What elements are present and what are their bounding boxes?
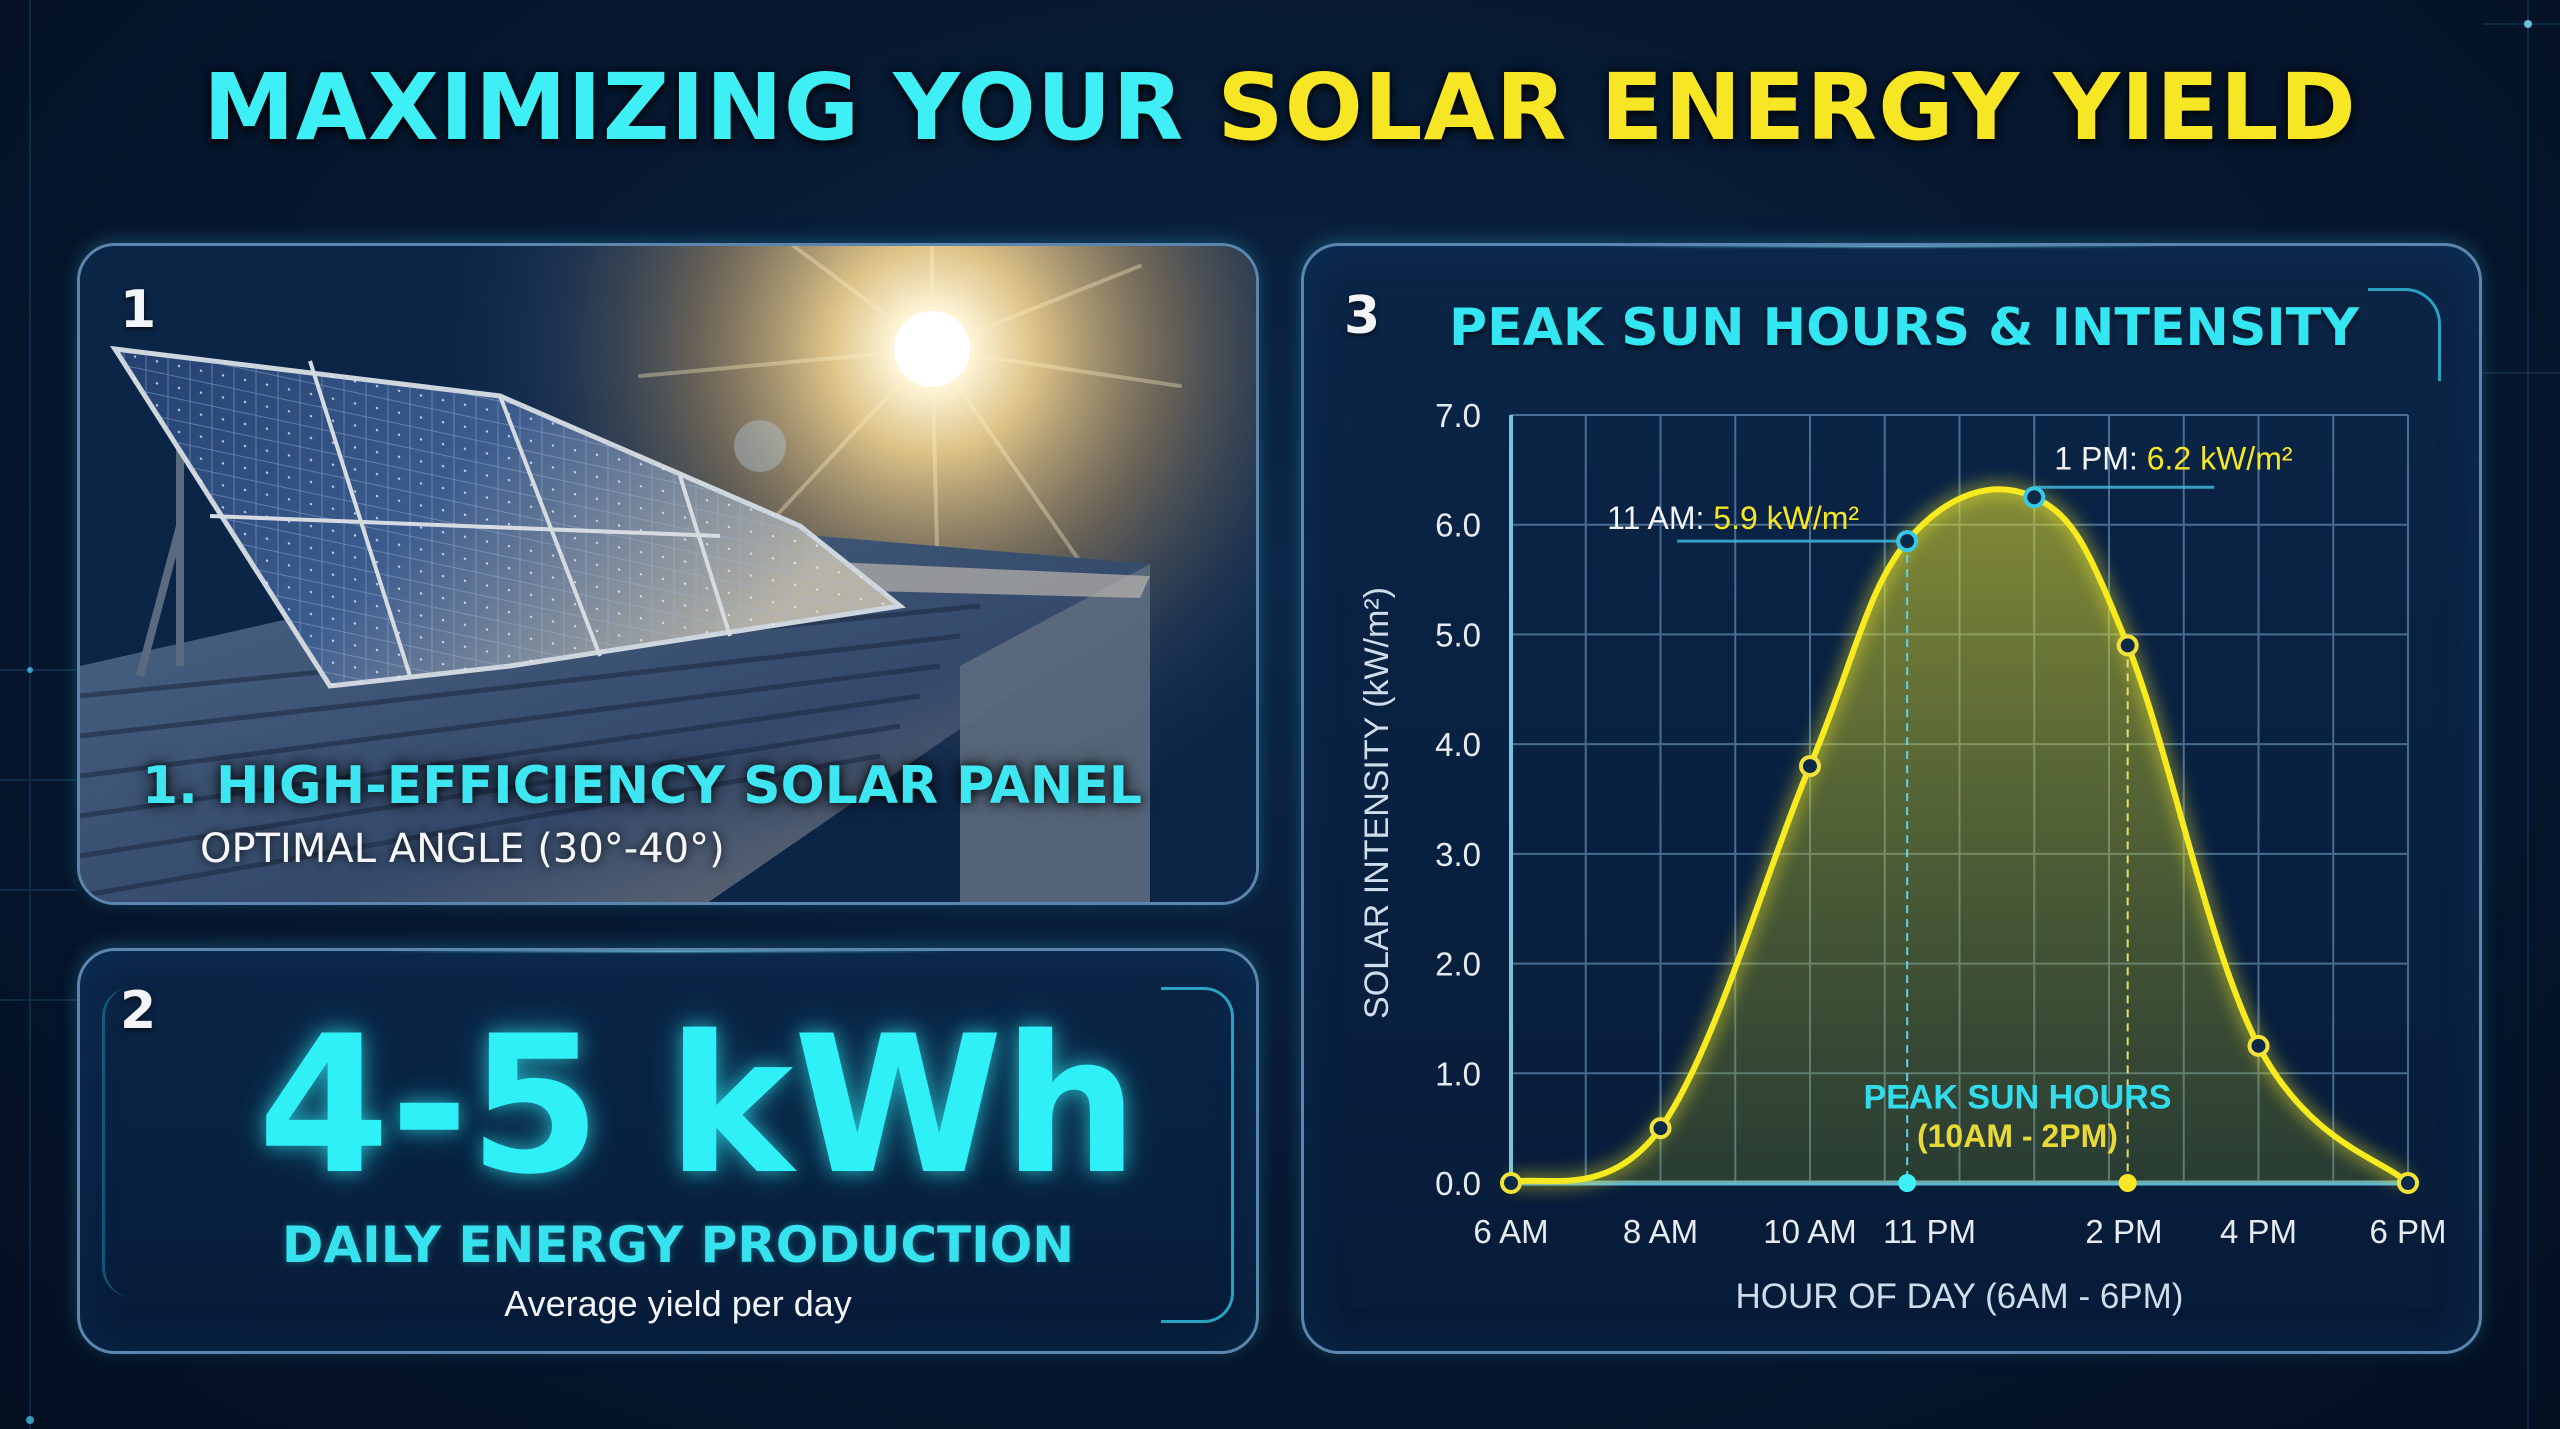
annotation-label: 1 PM: 6.2 kW/m² bbox=[2054, 440, 2293, 476]
data-point[interactable] bbox=[2116, 634, 2139, 657]
annotation-label: 11 AM: 5.9 kW/m² bbox=[1607, 500, 1859, 536]
panel1-subcaption: OPTIMAL ANGLE (30°-40°) bbox=[200, 826, 725, 872]
data-point[interactable] bbox=[2247, 1034, 2270, 1057]
y-tick-label: 0.0 bbox=[1435, 1165, 1481, 1202]
daily-energy-sublabel: Average yield per day bbox=[504, 1283, 852, 1324]
intensity-area bbox=[1511, 489, 2408, 1183]
x-tick-label: 11 PM bbox=[1883, 1213, 1976, 1250]
x-tick-label: 2 PM bbox=[2085, 1213, 2162, 1250]
title-part-1: MAXIMIZING YOUR bbox=[203, 54, 1185, 161]
sun-icon bbox=[894, 311, 970, 387]
panel-number-2: 2 bbox=[120, 981, 157, 1041]
y-axis-title: SOLAR INTENSITY (kW/m²) bbox=[1358, 587, 1396, 1019]
y-tick-label: 1.0 bbox=[1435, 1055, 1481, 1092]
decorative-bracket-left bbox=[102, 987, 165, 1297]
daily-energy-value: 4-5 kWh bbox=[257, 995, 1139, 1216]
panel-peak-sun-chart: 3 PEAK SUN HOURS & INTENSITY 11 AM: 5.9 … bbox=[1301, 243, 2482, 1354]
title-part-2: SOLAR ENERGY YIELD bbox=[1217, 54, 2357, 161]
y-tick-label: 3.0 bbox=[1435, 836, 1481, 873]
peak-sun-hours-label: PEAK SUN HOURS bbox=[1863, 1078, 2171, 1116]
x-tick-label: 4 PM bbox=[2220, 1213, 2297, 1250]
panel-number-1: 1 bbox=[120, 280, 157, 340]
x-tick-label: 6 PM bbox=[2369, 1213, 2446, 1250]
data-point[interactable] bbox=[1649, 1117, 1672, 1140]
x-axis-title: HOUR OF DAY (6AM - 6PM) bbox=[1736, 1277, 2184, 1316]
panel-solar-panel: 1 1. HIGH-EFFICIENCY SOLAR PANEL OPTIMAL… bbox=[77, 243, 1259, 905]
decorative-bracket-top-right bbox=[2368, 288, 2441, 381]
data-point[interactable] bbox=[2397, 1172, 2419, 1194]
data-point[interactable] bbox=[2023, 486, 2046, 509]
panel-number-3: 3 bbox=[1344, 286, 1381, 346]
y-tick-label: 7.0 bbox=[1435, 397, 1481, 434]
x-tick-label: 8 AM bbox=[1623, 1213, 1698, 1250]
decorative-bracket-right bbox=[1161, 987, 1234, 1323]
y-tick-label: 2.0 bbox=[1435, 946, 1481, 983]
data-point[interactable] bbox=[1799, 755, 1821, 778]
daily-energy-label: DAILY ENERGY PRODUCTION bbox=[281, 1216, 1075, 1274]
panel-daily-energy: 2 4-5 kWh DAILY ENERGY PRODUCTION Averag… bbox=[77, 948, 1259, 1354]
solar-intensity-chart: 11 AM: 5.9 kW/m² 1 PM: 6.2 kW/m² PEAK SUN … bbox=[1358, 397, 2447, 1316]
x-tick-label: 10 AM bbox=[1763, 1213, 1857, 1250]
peak-sun-range-label: (10AM - 2PM) bbox=[1917, 1118, 2118, 1154]
page-title: MAXIMIZING YOUR SOLAR ENERGY YIELD bbox=[0, 62, 2560, 154]
intensity-line bbox=[1509, 486, 2411, 1186]
chart-title: PEAK SUN HOURS & INTENSITY bbox=[1449, 298, 2359, 358]
y-tick-label: 4.0 bbox=[1435, 726, 1481, 763]
x-tick-label: 6 AM bbox=[1473, 1213, 1548, 1250]
y-tick-label: 5.0 bbox=[1435, 616, 1481, 653]
y-tick-label: 6.0 bbox=[1435, 507, 1481, 544]
data-point[interactable] bbox=[1896, 530, 1919, 553]
data-point[interactable] bbox=[1500, 1172, 1522, 1194]
panel1-caption: 1. HIGH-EFFICIENCY SOLAR PANEL bbox=[142, 756, 1143, 816]
solar-panel-image bbox=[80, 246, 1256, 902]
